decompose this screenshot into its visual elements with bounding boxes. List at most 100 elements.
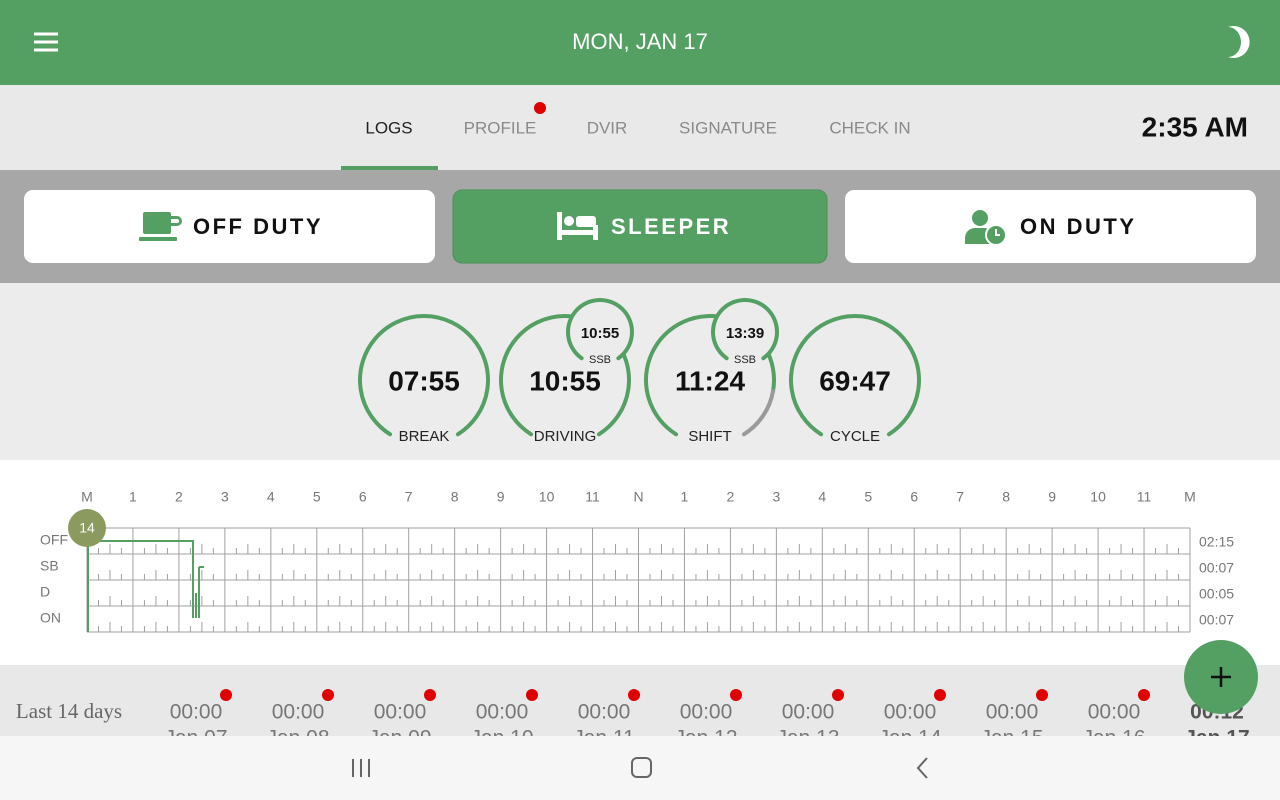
button-label: OFF DUTY: [193, 214, 323, 239]
hour-label: 11: [585, 489, 600, 505]
gauge-arc: [499, 314, 631, 437]
night-mode-button[interactable]: [1228, 26, 1250, 58]
hour-label: 3: [221, 489, 229, 505]
hour-label: 8: [1002, 489, 1010, 505]
row-total: 02:15: [1199, 534, 1234, 550]
unsigned-dot: [1036, 689, 1048, 701]
sleeper-button[interactable]: [452, 189, 828, 264]
hour-label: 10: [539, 489, 555, 505]
hour-label: 9: [497, 489, 505, 505]
notification-dot: [534, 102, 546, 114]
bed-icon: [557, 212, 598, 240]
history-time: 00:00: [578, 701, 631, 724]
unsigned-dot: [934, 689, 946, 701]
unsigned-dot: [1138, 689, 1150, 701]
hour-label: 9: [1048, 489, 1056, 505]
tab-bar: [0, 85, 1280, 170]
hour-label: 7: [405, 489, 413, 505]
gauge-value: 69:47: [819, 365, 891, 396]
unsigned-dot: [730, 689, 742, 701]
unsigned-dot: [526, 689, 538, 701]
hour-label: 1: [681, 489, 689, 505]
hour-label: 5: [864, 489, 872, 505]
sub-gauge-label: SSB: [589, 354, 611, 366]
tab[interactable]: LOGS: [365, 118, 412, 137]
gauge-value: 07:55: [388, 365, 460, 396]
history-time: 00:00: [170, 701, 223, 724]
person-clock-icon: [965, 210, 1007, 246]
hour-label: M: [1184, 489, 1196, 505]
gauge-label: BREAK: [399, 428, 450, 445]
row-label: SB: [40, 558, 59, 574]
history-panel: [0, 665, 1280, 736]
hour-label: 8: [451, 489, 459, 505]
unsigned-dot: [832, 689, 844, 701]
gauge-label: SHIFT: [688, 428, 731, 445]
back-button[interactable]: [916, 757, 928, 779]
history-time: 00:00: [986, 701, 1039, 724]
hour-label: 6: [910, 489, 918, 505]
hour-label: 3: [772, 489, 780, 505]
history-time: 00:00: [680, 701, 733, 724]
clock: 2:35 AM: [1142, 111, 1248, 142]
row-label: OFF: [40, 532, 68, 548]
hour-label: 4: [818, 489, 826, 505]
hour-label: M: [81, 489, 93, 505]
hour-label: 5: [313, 489, 321, 505]
gauge-value: 11:24: [675, 365, 745, 396]
row-total: 00:07: [1199, 612, 1234, 628]
sub-gauge-bg: [713, 300, 777, 364]
history-time: 00:00: [884, 701, 937, 724]
home-button[interactable]: [631, 757, 652, 778]
nav-bar: [0, 736, 1280, 800]
row-total: 00:07: [1199, 560, 1234, 576]
tab[interactable]: DVIR: [587, 118, 628, 137]
recents-button[interactable]: [352, 759, 370, 777]
history-label: Last 14 days: [16, 699, 122, 723]
gauge-arc: [741, 389, 776, 437]
hour-label: 2: [727, 489, 735, 505]
gauge-arc: [789, 314, 921, 437]
unsigned-dot: [322, 689, 334, 701]
row-total: 00:05: [1199, 586, 1234, 602]
hour-label: 1: [129, 489, 137, 505]
time-marker: [68, 509, 106, 547]
sub-gauge-bg: [568, 300, 632, 364]
hour-label: 2: [175, 489, 183, 505]
hour-label: 10: [1090, 489, 1106, 505]
unsigned-dot: [220, 689, 232, 701]
sub-gauge-value: 13:39: [726, 325, 764, 342]
gauge-value: 10:55: [529, 365, 601, 396]
tab[interactable]: SIGNATURE: [679, 118, 777, 137]
button-label: ON DUTY: [1020, 214, 1137, 239]
sub-gauge-value: 10:55: [581, 325, 619, 342]
date-title: MON, JAN 17: [572, 29, 708, 54]
tab[interactable]: CHECK IN: [829, 118, 910, 137]
gauge-panel: [0, 283, 1280, 460]
button-label: SLEEPER: [611, 214, 731, 239]
gauge-label: CYCLE: [830, 428, 880, 445]
tab[interactable]: PROFILE: [464, 118, 537, 137]
hour-label: 7: [956, 489, 964, 505]
active-tab-indicator: [341, 166, 438, 170]
history-time: 00:00: [782, 701, 835, 724]
row-label: D: [40, 584, 50, 600]
unsigned-dot: [628, 689, 640, 701]
unsigned-dot: [424, 689, 436, 701]
off-duty-button[interactable]: [24, 190, 435, 263]
history-time: 00:00: [1088, 701, 1141, 724]
gauge-arc: [358, 314, 490, 437]
row-label: ON: [40, 610, 61, 626]
sub-gauge-label: SSB: [734, 354, 756, 366]
app-bar: [0, 0, 1280, 85]
menu-button[interactable]: [34, 32, 58, 52]
add-button[interactable]: [1184, 640, 1258, 714]
on-duty-button[interactable]: [845, 190, 1256, 263]
history-time: 00:00: [374, 701, 427, 724]
hour-label: 11: [1137, 489, 1152, 505]
cup-icon: [139, 212, 182, 241]
duty-status-line: [87, 540, 204, 632]
hour-label: 4: [267, 489, 275, 505]
